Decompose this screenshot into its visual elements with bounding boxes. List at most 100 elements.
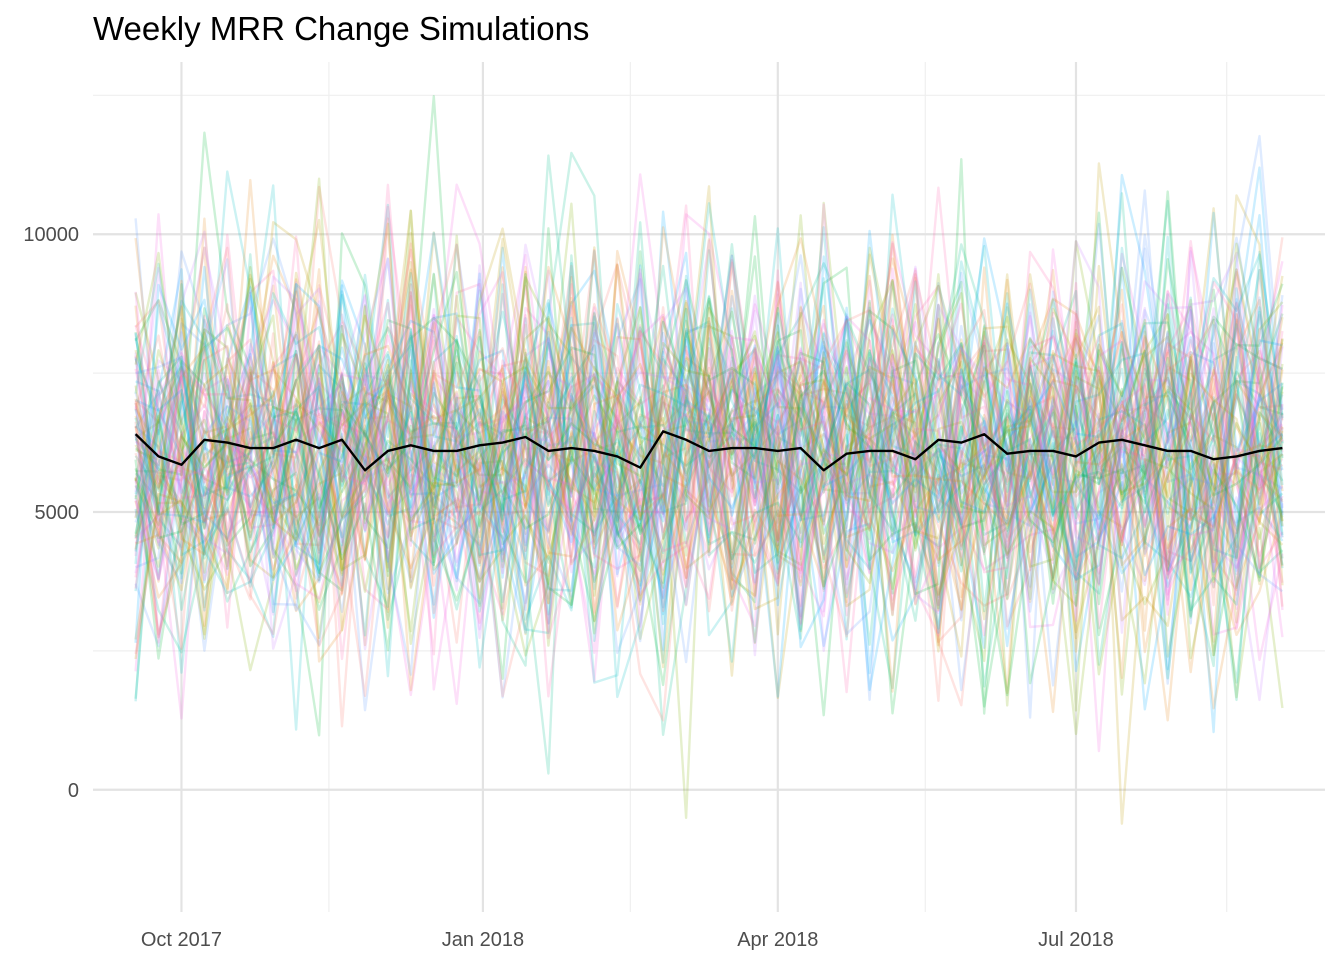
mean-series-line: [134, 430, 1283, 472]
simulation-line: [134, 254, 1284, 687]
simulation-line: [134, 205, 1284, 694]
simulation-line: [134, 257, 1284, 722]
simulation-line: [134, 213, 1284, 753]
simulation-line: [134, 250, 1284, 702]
simulation-line: [134, 217, 1284, 674]
simulation-line: [134, 162, 1284, 677]
simulation-line: [134, 227, 1284, 825]
simulation-line: [134, 292, 1284, 637]
simulation-line: [135, 250, 1284, 648]
simulation-line: [134, 170, 1284, 699]
simulation-line: [134, 240, 1284, 655]
simulation-line: [134, 255, 1284, 660]
simulation-line: [134, 185, 1284, 639]
simulation-line: [134, 210, 1284, 673]
simulation-line: [134, 248, 1284, 613]
simulation-line: [134, 226, 1284, 669]
simulation-line: [134, 194, 1284, 634]
simulation-line: [134, 248, 1283, 697]
simulation-line: [134, 280, 1284, 736]
simulation-line: [134, 183, 1284, 656]
simulation-line: [134, 218, 1284, 622]
simulation-line: [134, 231, 1284, 609]
simulation-line: [134, 217, 1284, 722]
grid-layer: [93, 62, 1325, 912]
simulation-line: [134, 278, 1283, 715]
simulation-line: [134, 231, 1284, 669]
simulation-line: [134, 243, 1284, 702]
simulation-line: [134, 211, 1284, 711]
simulation-line: [134, 199, 1284, 646]
simulation-line: [134, 243, 1284, 697]
simulation-line: [134, 301, 1283, 698]
simulation-line: [134, 249, 1284, 714]
axis-labels: 0 5000 10000 Oct 2017 Jan 2018 Apr 2018 Jul 20…: [23, 224, 1113, 951]
simulation-line: [134, 259, 1284, 647]
simulation-line: [134, 218, 1284, 660]
x-tick-label: Apr 2018: [737, 929, 818, 951]
simulation-line: [134, 207, 1284, 636]
x-tick-label: Jan 2018: [442, 929, 524, 951]
x-tick-label: Jul 2018: [1038, 929, 1114, 951]
simulation-line: [134, 185, 1284, 658]
simulation-line: [135, 222, 1284, 643]
simulation-line: [134, 95, 1283, 680]
simulation-line: [134, 283, 1283, 643]
mean-line-layer: [134, 430, 1283, 472]
simulation-line: [134, 264, 1284, 728]
simulation-line: [134, 281, 1284, 626]
simulation-line: [134, 231, 1284, 734]
simulation-line: [134, 151, 1284, 666]
simulation-line: [134, 250, 1284, 701]
simulation-line: [134, 310, 1284, 631]
simulation-line: [134, 273, 1284, 640]
simulation-line: [134, 183, 1284, 638]
simulation-line: [134, 202, 1284, 819]
simulation-line: [134, 221, 1284, 775]
simulation-line: [134, 269, 1284, 702]
simulation-line: [134, 240, 1284, 707]
simulation-lines: [134, 95, 1284, 825]
simulation-line: [134, 226, 1284, 710]
simulation-line: [134, 203, 1284, 619]
simulation-line: [134, 131, 1284, 737]
simulation-line: [134, 271, 1284, 654]
simulation-line: [134, 209, 1284, 672]
simulation-line: [134, 209, 1284, 699]
x-tick-label: Oct 2017: [141, 929, 222, 951]
simulation-line: [135, 211, 1284, 697]
simulation-line: [134, 303, 1284, 699]
simulation-line: [134, 237, 1284, 679]
simulation-line: [134, 193, 1284, 678]
simulation-line: [134, 192, 1284, 668]
simulation-line: [134, 214, 1284, 691]
simulation-line: [134, 190, 1284, 611]
simulation-line: [134, 246, 1283, 650]
simulation-line: [135, 201, 1284, 709]
simulation-line: [134, 214, 1284, 660]
simulation-line: [134, 292, 1284, 696]
simulation-line: [134, 230, 1284, 631]
y-tick-label: 10000: [23, 224, 79, 246]
simulation-line: [134, 246, 1284, 597]
simulation-line: [134, 283, 1284, 637]
simulation-line: [134, 283, 1284, 717]
y-tick-label: 0: [68, 780, 79, 802]
simulation-line: [135, 134, 1284, 699]
simulation-line: [134, 290, 1284, 662]
y-tick-label: 5000: [35, 502, 80, 524]
simulation-line: [134, 237, 1284, 707]
simulation-line: [134, 158, 1284, 715]
simulation-line: [134, 240, 1284, 657]
simulation-line: [134, 184, 1284, 641]
simulation-line: [134, 173, 1284, 683]
simulation-line: [134, 186, 1284, 661]
simulation-line: [134, 243, 1284, 615]
simulation-line: [135, 266, 1284, 693]
simulation-line: [134, 154, 1284, 622]
simulation-line: [135, 166, 1284, 649]
simulation-line: [134, 237, 1284, 606]
simulation-line: [134, 235, 1284, 731]
